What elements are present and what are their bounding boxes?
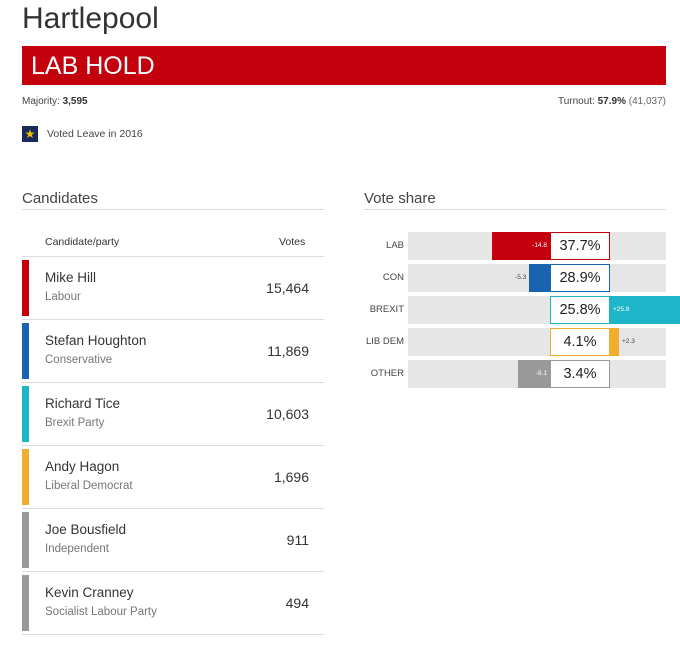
- candidate-party: Brexit Party: [45, 417, 105, 429]
- vote-share-value: 37.7%: [550, 232, 610, 260]
- vote-share-row: BREXIT +25.8 25.8%: [364, 296, 680, 324]
- vote-share-row: OTHER -8.1 3.4%: [364, 360, 666, 388]
- vote-share-row: LAB -14.8 37.7%: [364, 232, 666, 260]
- vote-share-title: Vote share: [364, 190, 436, 207]
- candidate-row[interactable]: Andy Hagon Liberal Democrat 1,696: [22, 446, 324, 509]
- vote-share-party-label: LAB: [386, 240, 404, 251]
- candidate-votes: 911: [286, 532, 309, 548]
- majority: Majority: 3,595: [22, 96, 88, 107]
- candidates-divider: [22, 209, 324, 210]
- candidates-title: Candidates: [22, 190, 98, 207]
- vote-share-change-bar: [492, 232, 550, 260]
- candidate-column-header: Candidate/party: [45, 236, 120, 248]
- vote-share-party-label: LIB DEM: [365, 336, 404, 347]
- candidate-votes: 11,869: [267, 343, 309, 359]
- candidate-row[interactable]: Stefan Houghton Conservative 11,869: [22, 320, 324, 383]
- vote-share-value: 3.4%: [550, 360, 610, 388]
- brexit-note-text: Voted Leave in 2016: [47, 128, 143, 140]
- star-icon: ★: [22, 126, 38, 142]
- party-color-stripe: [22, 575, 29, 631]
- party-color-stripe: [22, 449, 29, 505]
- result-banner: LAB HOLD: [22, 46, 666, 85]
- vote-share-change-bar: [518, 360, 550, 388]
- turnout-label: Turnout:: [557, 96, 595, 107]
- candidate-row[interactable]: Kevin Cranney Socialist Labour Party 494: [22, 572, 324, 635]
- candidates-header-divider: [22, 256, 324, 257]
- vote-share-change-label: +25.8: [613, 306, 630, 313]
- candidate-name: Joe Bousfield: [45, 522, 127, 537]
- brexit-note: ★ Voted Leave in 2016: [22, 126, 143, 142]
- candidate-party: Labour: [45, 291, 81, 303]
- vote-share-change-label: -8.1: [535, 370, 547, 377]
- vote-share-change-label: -5.3: [515, 274, 527, 281]
- votes-column-header: Votes: [279, 236, 306, 248]
- vote-share-party-label: OTHER: [370, 368, 404, 379]
- candidate-row[interactable]: Joe Bousfield Independent 911: [22, 509, 324, 572]
- candidate-party: Conservative: [45, 354, 113, 366]
- vote-share-change-bar: [610, 296, 680, 324]
- candidate-name: Kevin Cranney: [45, 585, 134, 600]
- candidate-name: Andy Hagon: [45, 459, 120, 474]
- candidate-row[interactable]: Richard Tice Brexit Party 10,603: [22, 383, 324, 446]
- vote-share-change-label: +2.3: [622, 338, 635, 345]
- candidate-name: Mike Hill: [45, 270, 97, 285]
- party-color-stripe: [22, 323, 29, 379]
- candidate-votes: 494: [285, 595, 309, 611]
- party-color-stripe: [22, 260, 29, 316]
- turnout-count: (41,037): [628, 96, 666, 107]
- candidate-row[interactable]: Mike Hill Labour 15,464: [22, 257, 324, 320]
- majority-value: 3,595: [62, 96, 88, 107]
- vote-share-track: -8.1 3.4%: [408, 360, 666, 388]
- vote-share-party-label: CON: [382, 272, 404, 283]
- vote-share-row: CON -5.3 28.9%: [364, 264, 666, 292]
- candidate-party: Independent: [45, 543, 109, 555]
- vote-share-value: 4.1%: [550, 328, 610, 356]
- vote-share-value: 25.8%: [550, 296, 610, 324]
- vote-share-value: 28.9%: [550, 264, 610, 292]
- vote-share-divider: [364, 209, 666, 210]
- candidate-votes: 1,696: [273, 469, 309, 485]
- vote-share-change-bar: [610, 328, 619, 356]
- vote-share-track: +25.8 25.8%: [408, 296, 680, 324]
- constituency-title: Hartlepool: [22, 2, 159, 35]
- candidate-name: Richard Tice: [45, 396, 121, 411]
- vote-share-change-bar: [529, 264, 550, 292]
- candidate-votes: 10,603: [266, 406, 309, 422]
- vote-share-change-label: -14.8: [532, 242, 547, 249]
- candidate-party: Liberal Democrat: [45, 480, 133, 492]
- turnout: Turnout: 57.9% (41,037): [558, 96, 666, 107]
- vote-share-track: +2.3 4.1%: [408, 328, 666, 356]
- candidate-votes: 15,464: [266, 280, 309, 296]
- vote-share-track: -5.3 28.9%: [408, 264, 666, 292]
- party-color-stripe: [22, 512, 29, 568]
- turnout-percent: 57.9%: [597, 96, 626, 107]
- vote-share-party-label: BREXIT: [369, 304, 404, 315]
- candidate-party: Socialist Labour Party: [45, 606, 157, 618]
- majority-label: Majority:: [22, 96, 60, 107]
- vote-share-track: -14.8 37.7%: [408, 232, 666, 260]
- vote-share-row: LIB DEM +2.3 4.1%: [364, 328, 666, 356]
- candidate-name: Stefan Houghton: [45, 333, 147, 348]
- party-color-stripe: [22, 386, 29, 442]
